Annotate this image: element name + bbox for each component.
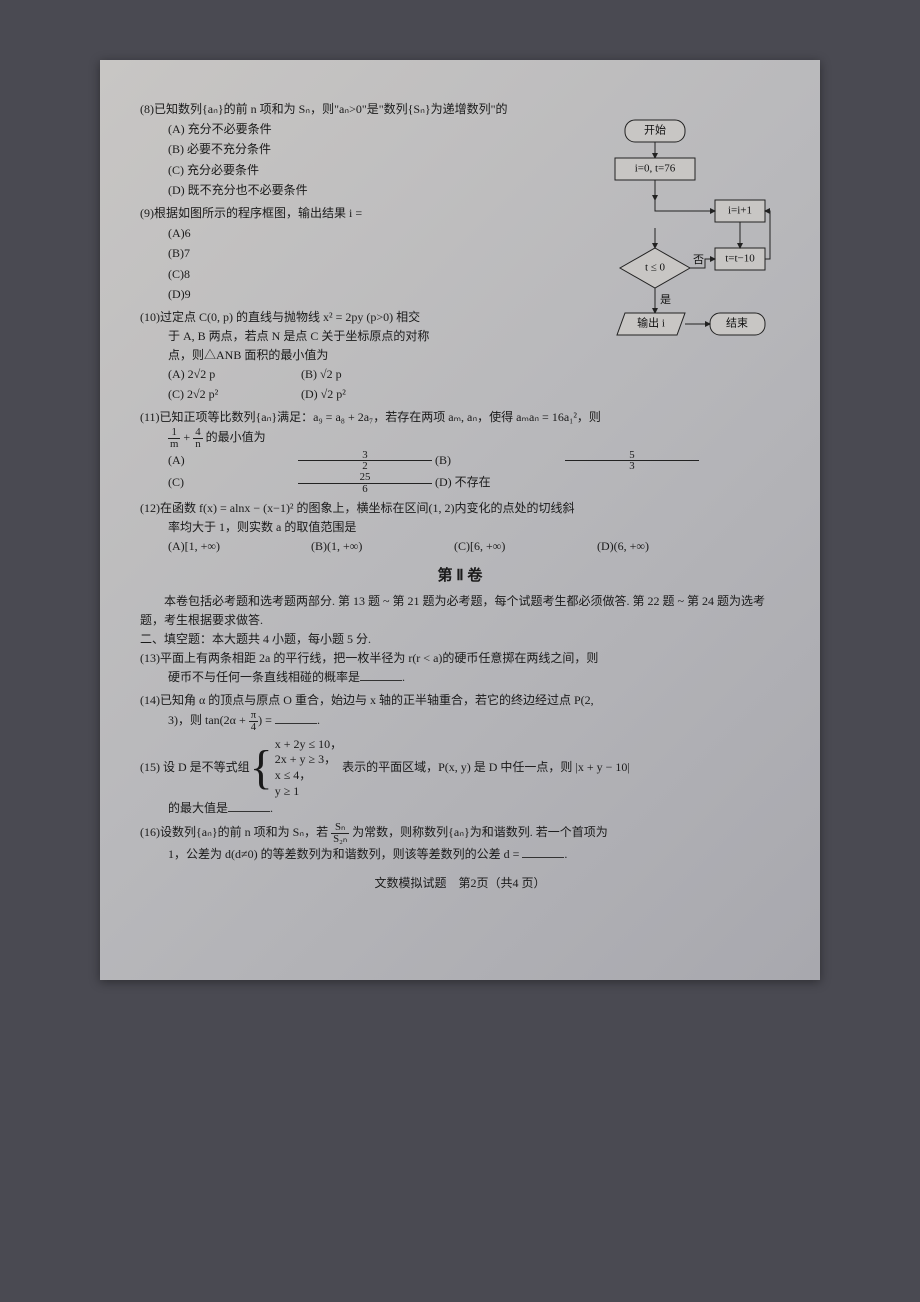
q11-l1: (11)已知正项等比数列{aₙ}满足：a₉ = a₈ + 2a₇，若存在两项 a… xyxy=(140,408,780,427)
blank xyxy=(360,669,402,681)
question-16: (16)设数列{aₙ}的前 n 项和为 Sₙ，若 SₙS₂ₙ 为常数，则称数列{… xyxy=(140,822,780,864)
flow-yes: 是 xyxy=(660,293,671,306)
part2-desc: 本卷包括必考题和选考题两部分. 第 13 题 ~ 第 21 题为必考题，每个试题… xyxy=(140,592,780,629)
exam-page: 开始 i=0, t=76 i=i+1 t=t−10 t ≤ 0 否 xyxy=(100,60,820,980)
blank xyxy=(275,713,317,725)
blank xyxy=(228,800,270,812)
question-14: (14)已知角 α 的顶点与原点 O 重合，始边与 x 轴的正半轴重合，若它的终… xyxy=(140,691,780,733)
q8-stem: (8)已知数列{aₙ}的前 n 项和为 Sₙ，则"aₙ>0"是"数列{Sₙ}为递… xyxy=(140,100,780,119)
q13-l2-pre: 硬币不与任何一条直线相碰的概率是 xyxy=(168,670,360,684)
flow-init: i=0, t=76 xyxy=(635,163,676,175)
q11-opt-b: (B)53 xyxy=(435,450,699,473)
flow-inc: i=i+1 xyxy=(728,205,752,217)
q12-l2: 率均大于 1，则实数 a 的取值范围是 xyxy=(140,518,780,537)
flow-end: 结束 xyxy=(726,317,748,330)
flow-no: 否 xyxy=(693,254,704,266)
question-12: (12)在函数 f(x) = alnx − (x−1)² 的图象上，横坐标在区间… xyxy=(140,499,780,557)
question-15: (15) 设 D 是不等式组 { x + 2y ≤ 10， 2x + y ≥ 3… xyxy=(140,737,780,819)
q14-l1: (14)已知角 α 的顶点与原点 O 重合，始边与 x 轴的正半轴重合，若它的终… xyxy=(140,691,780,710)
q11-opt-d: (D) 不存在 xyxy=(435,473,565,492)
q12-opt-b: (B)(1, +∞) xyxy=(311,537,451,556)
q11-opt-c: (C)256 xyxy=(168,472,432,495)
q13-l1: (13)平面上有两条相距 2a 的平行线，把一枚半径为 r(r < a)的硬币任… xyxy=(140,649,780,668)
brace-icon: { xyxy=(250,744,273,792)
q10-opt-b: (B) √2 p xyxy=(301,365,431,384)
section-2-head: 二、填空题：本大题共 4 小题，每小题 5 分. xyxy=(140,630,780,649)
flow-start: 开始 xyxy=(644,123,666,137)
flow-cond: t ≤ 0 xyxy=(645,262,666,274)
q12-opt-c: (C)[6, +∞) xyxy=(454,537,594,556)
part2-title: 第 Ⅱ 卷 xyxy=(140,564,780,588)
q12-opt-d: (D)(6, +∞) xyxy=(597,537,737,556)
q15-post: 表示的平面区域，P(x, y) 是 D 中任一点，则 |x + y − 10| xyxy=(342,758,630,777)
q11-l2: 的最小值为 xyxy=(206,430,266,444)
flowchart: 开始 i=0, t=76 i=i+1 t=t−10 t ≤ 0 否 xyxy=(585,118,775,385)
q12-l1: (12)在函数 f(x) = alnx − (x−1)² 的图象上，横坐标在区间… xyxy=(140,499,780,518)
q10-opt-c: (C) 2√2 p² xyxy=(168,385,298,404)
page-footer: 文数模拟试题 第2页（共4 页） xyxy=(140,874,780,893)
question-11: (11)已知正项等比数列{aₙ}满足：a₉ = a₈ + 2a₇，若存在两项 a… xyxy=(140,408,780,495)
flow-dec: t=t−10 xyxy=(725,253,755,265)
blank xyxy=(522,846,564,858)
q10-opt-d: (D) √2 p² xyxy=(301,385,431,404)
q10-opt-a: (A) 2√2 p xyxy=(168,365,298,384)
q11-opt-a: (A)32 xyxy=(168,450,432,473)
q12-opt-a: (A)[1, +∞) xyxy=(168,537,308,556)
question-13: (13)平面上有两条相距 2a 的平行线，把一枚半径为 r(r < a)的硬币任… xyxy=(140,649,780,687)
flow-out: 输出 i xyxy=(637,316,665,330)
q15-pre: (15) 设 D 是不等式组 xyxy=(140,758,250,777)
